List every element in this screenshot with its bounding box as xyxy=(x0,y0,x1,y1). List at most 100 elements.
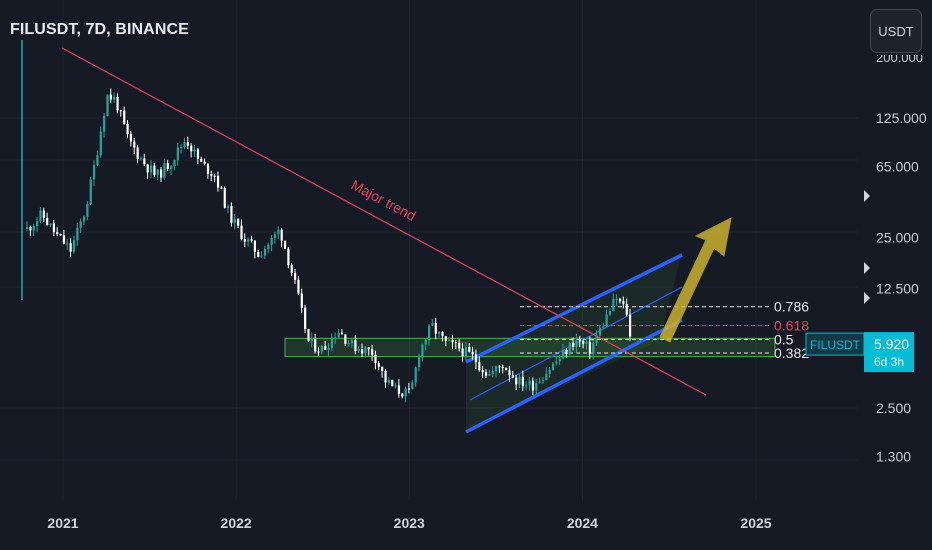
candle-down xyxy=(129,131,133,147)
candle-up xyxy=(598,325,602,337)
candle-up xyxy=(36,216,39,232)
candle-down xyxy=(454,340,458,350)
time-axis: 2021 2022 2023 2024 2025 xyxy=(47,515,771,531)
candle-body xyxy=(535,383,538,391)
candle-body xyxy=(481,370,484,373)
candle-body xyxy=(622,301,625,305)
candle-body xyxy=(230,206,233,223)
candle-body xyxy=(72,240,76,252)
candle-up xyxy=(350,338,354,348)
channel-lower-line xyxy=(465,318,683,434)
candle-up xyxy=(555,356,558,366)
candle-down xyxy=(578,335,581,348)
price-tick-label: 2.500 xyxy=(876,400,911,416)
candle-body xyxy=(304,307,307,329)
candle-down xyxy=(481,365,484,379)
candle-down xyxy=(505,367,508,371)
candle-body xyxy=(123,110,126,125)
candle-down xyxy=(203,158,206,166)
candle-up xyxy=(438,331,441,338)
candle-down xyxy=(391,379,394,387)
symbol-tag-label: FILUSDT xyxy=(810,338,861,352)
candle-up xyxy=(72,235,76,254)
candle-body xyxy=(183,141,186,147)
candle-up xyxy=(82,215,86,225)
candle-body xyxy=(139,158,143,160)
candle-body xyxy=(508,370,511,376)
candle-down xyxy=(381,366,384,378)
candle-down xyxy=(304,304,307,334)
candle-body xyxy=(598,327,602,336)
axis-marker-icon xyxy=(864,190,870,202)
candle-down xyxy=(287,247,290,269)
candle-body xyxy=(495,366,498,372)
candle-body xyxy=(367,347,370,350)
candle-down xyxy=(515,374,518,391)
candle-up xyxy=(551,362,555,371)
price-tick-label: 25.000 xyxy=(876,229,919,245)
candle-body xyxy=(290,265,293,273)
candlesticks xyxy=(26,88,632,403)
candle-body xyxy=(324,346,327,350)
candle-body xyxy=(404,388,407,397)
candle-down xyxy=(210,170,213,182)
candle-down xyxy=(206,163,210,179)
candle-body xyxy=(247,239,250,242)
currency-button[interactable]: USDT xyxy=(870,9,922,53)
candle-down xyxy=(290,263,293,277)
candle-body xyxy=(103,115,106,132)
candle-down xyxy=(307,328,310,343)
candle-body xyxy=(384,370,387,383)
candle-down xyxy=(397,379,401,398)
candle-body xyxy=(32,226,35,231)
price-tag xyxy=(864,332,914,373)
candle-down xyxy=(354,335,357,355)
candle-up xyxy=(76,222,79,246)
candle-up xyxy=(320,344,324,355)
candle-body xyxy=(113,96,116,100)
candle-up xyxy=(421,343,424,362)
candle-up xyxy=(93,160,96,186)
candle-down xyxy=(29,225,32,236)
candle-up xyxy=(448,336,451,342)
candle-body xyxy=(354,340,357,352)
candle-down xyxy=(384,369,387,388)
candle-body xyxy=(277,229,280,235)
candle-body xyxy=(163,163,166,178)
candle-up xyxy=(310,332,313,348)
price-tick-label: 12.500 xyxy=(876,281,919,297)
candle-down xyxy=(317,347,320,357)
candle-down xyxy=(407,382,411,394)
candle-body xyxy=(407,388,411,390)
candle-body xyxy=(397,385,401,394)
candle-down xyxy=(223,186,226,209)
candle-down xyxy=(367,347,370,356)
candle-down xyxy=(186,136,190,150)
candle-down xyxy=(618,297,622,304)
candle-up xyxy=(26,221,29,231)
candle-body xyxy=(93,164,96,180)
candle-up xyxy=(541,376,545,385)
candle-down xyxy=(361,343,364,358)
candle-down xyxy=(283,240,287,250)
candle-up xyxy=(491,365,494,378)
candle-body xyxy=(46,217,49,225)
candle-body xyxy=(99,131,102,156)
candle-up xyxy=(585,337,588,350)
candle-up xyxy=(545,367,548,381)
candle-down xyxy=(401,392,404,399)
candle-body xyxy=(136,147,139,159)
candle-down xyxy=(371,344,374,361)
candle-up xyxy=(394,382,397,389)
candle-up xyxy=(528,376,531,391)
candle-up xyxy=(411,379,414,390)
candle-down xyxy=(629,308,632,341)
candle-body xyxy=(213,175,216,177)
candle-up xyxy=(357,345,360,354)
candle-body xyxy=(528,380,531,386)
candle-up xyxy=(89,176,92,206)
candle-down xyxy=(344,334,347,347)
candle-down xyxy=(434,318,437,340)
